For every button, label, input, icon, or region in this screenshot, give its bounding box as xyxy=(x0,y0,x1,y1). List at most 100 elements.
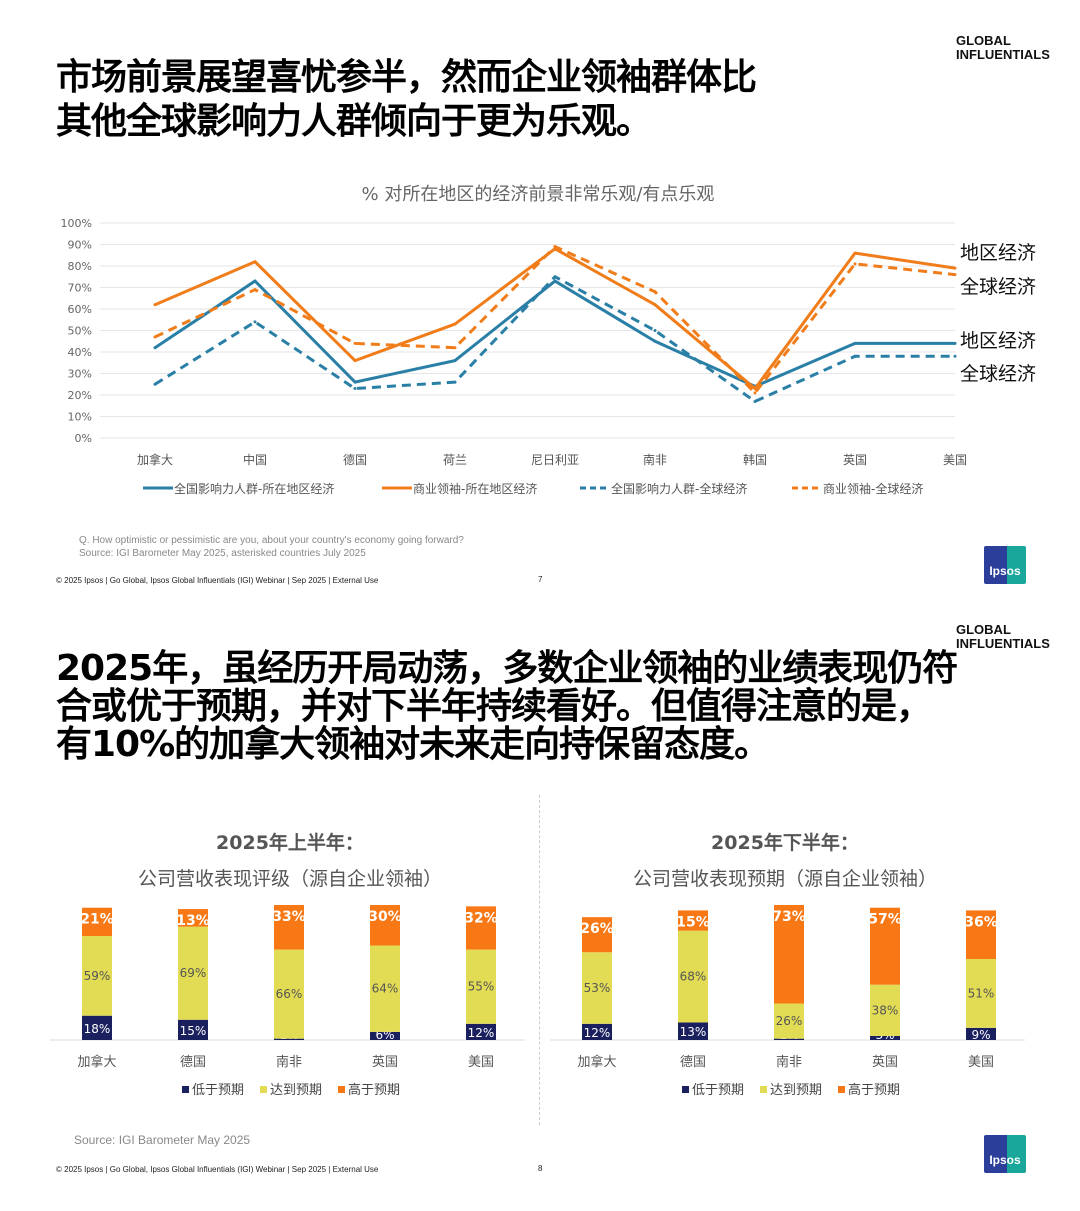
global-influentials-logo: GLOBAL INFLUENTIALS xyxy=(956,623,1050,651)
brand-line: INFLUENTIALS xyxy=(956,47,1050,62)
data-point xyxy=(353,387,357,391)
data-point xyxy=(653,339,657,343)
legend-label: 低于预期 xyxy=(692,1083,744,1098)
legend-label: 商业领袖-所在地区经济 xyxy=(413,481,537,496)
bar-segment xyxy=(870,984,900,1036)
data-point xyxy=(853,341,857,345)
source-note: Source: IGI Barometer May 2025 xyxy=(74,1133,251,1147)
data-label: 36% xyxy=(964,914,998,930)
data-point xyxy=(853,251,857,255)
question-note: Q. How optimistic or pessimistic are you… xyxy=(79,535,464,546)
data-label: 33% xyxy=(272,909,306,925)
data-label: 18% xyxy=(84,1022,111,1036)
ipsos-logo: Ipsos xyxy=(984,546,1026,584)
bar-segment xyxy=(82,907,112,937)
y-tick-label: 60% xyxy=(68,303,92,316)
data-point xyxy=(153,382,157,386)
y-tick-label: 20% xyxy=(68,389,92,402)
data-label: 30% xyxy=(368,909,402,925)
slide1-title: 市场前景展望喜忧参半，然而企业领袖群体比 其他全球影响力人群倾向于更为乐观。 xyxy=(56,56,757,144)
footer: © 2025 Ipsos | Go Global, Ipsos Global I… xyxy=(56,576,379,585)
bar-segment xyxy=(774,905,804,1004)
series-line-2 xyxy=(154,247,956,391)
x-tick-label: 英国 xyxy=(843,453,867,467)
data-point xyxy=(253,260,257,264)
y-tick-label: 40% xyxy=(68,346,92,359)
data-label: 26% xyxy=(776,1014,803,1028)
data-point xyxy=(553,275,557,279)
data-point xyxy=(153,346,157,350)
bar-segment xyxy=(466,906,496,950)
ipsos-logo: Ipsos xyxy=(984,1135,1026,1173)
data-label: 55% xyxy=(468,980,495,994)
y-tick-label: 100% xyxy=(61,217,92,230)
bar-segment xyxy=(582,1023,612,1040)
x-tick-label: 南非 xyxy=(643,452,667,467)
source-note: Source: IGI Barometer May 2025, asterisk… xyxy=(79,548,366,559)
bar-chart-1-subtitle: 公司营收表现评级（源自企业领袖） xyxy=(137,868,442,890)
data-point xyxy=(453,380,457,384)
legend-label: 低于预期 xyxy=(192,1083,244,1098)
data-point xyxy=(453,322,457,326)
global-influentials-logo: GLOBAL INFLUENTIALS xyxy=(956,34,1050,62)
legend-swatch xyxy=(682,1086,689,1093)
slide2-title: 2025年，虽经历开局动荡，多数企业领袖的业绩表现仍符 合或优于预期，并对下半年… xyxy=(56,650,958,764)
x-tick-label: 南非 xyxy=(776,1054,802,1070)
data-point xyxy=(653,329,657,332)
y-tick-label: 50% xyxy=(68,325,92,338)
bar-segment xyxy=(582,952,612,1024)
x-tick-label: 南非 xyxy=(276,1054,302,1070)
data-point xyxy=(353,341,357,345)
x-tick-label: 中国 xyxy=(243,452,267,467)
bar-segment xyxy=(466,1023,496,1040)
bar-segment xyxy=(82,1015,112,1040)
data-label: 26% xyxy=(580,921,614,937)
title-line: 合或优于预期，并对下半年持续看好。但值得注意的是， xyxy=(56,686,932,727)
bar-segment xyxy=(178,1019,208,1040)
line-chart: % 对所在地区的经济前景非常乐观/有点乐观 0% 10% 20% 30% 40% 50% 60… xyxy=(61,184,1036,496)
data-point xyxy=(953,341,957,345)
legend-swatch xyxy=(260,1086,267,1093)
data-point xyxy=(253,288,257,292)
bar-segment xyxy=(370,905,400,946)
data-label: 66% xyxy=(276,987,303,1001)
data-point xyxy=(553,279,557,283)
x-tick-label: 美国 xyxy=(968,1055,994,1070)
bar-chart-2: 12%53%26%加拿大13%68%15%德国1%26%73%南非3%38%57… xyxy=(550,905,1025,1098)
legend-swatch xyxy=(760,1086,767,1093)
data-label: 13% xyxy=(680,1025,707,1039)
data-point xyxy=(753,399,757,403)
bar-segment xyxy=(678,1022,708,1040)
bar-segment xyxy=(274,949,304,1039)
x-tick-label: 英国 xyxy=(372,1055,398,1070)
brand-line: GLOBAL xyxy=(956,622,1011,637)
legend-label: 达到预期 xyxy=(270,1083,322,1098)
chart-notes: Q. How optimistic or pessimistic are you… xyxy=(79,534,464,560)
bar-chart-2-title: 2025年下半年： xyxy=(711,832,859,854)
bar-segment xyxy=(966,959,996,1028)
data-point xyxy=(353,380,357,384)
legend-label: 高于预期 xyxy=(848,1082,900,1098)
y-tick-label: 0% xyxy=(75,432,92,445)
bar-segment xyxy=(178,909,208,927)
page-number: 7 xyxy=(538,575,543,584)
data-point xyxy=(453,346,457,350)
data-label: 9% xyxy=(971,1028,990,1042)
data-label: 32% xyxy=(464,910,498,926)
bar-segment xyxy=(678,910,708,931)
data-label: 69% xyxy=(180,966,207,980)
data-point xyxy=(653,290,657,294)
legend-label: 高于预期 xyxy=(348,1082,400,1098)
bar-segment xyxy=(870,907,900,985)
x-tick-label: 美国 xyxy=(468,1055,494,1070)
data-label: 73% xyxy=(772,909,806,925)
data-point xyxy=(953,354,957,358)
bar-segment xyxy=(678,930,708,1023)
y-tick-label: 90% xyxy=(68,239,92,252)
page-number: 8 xyxy=(538,1164,543,1173)
legend-label: 商业领袖-全球经济 xyxy=(823,481,923,496)
legend-label: 全国影响力人群-所在地区经济 xyxy=(174,481,334,496)
bar-segment xyxy=(774,1003,804,1039)
data-label: 15% xyxy=(180,1024,207,1038)
